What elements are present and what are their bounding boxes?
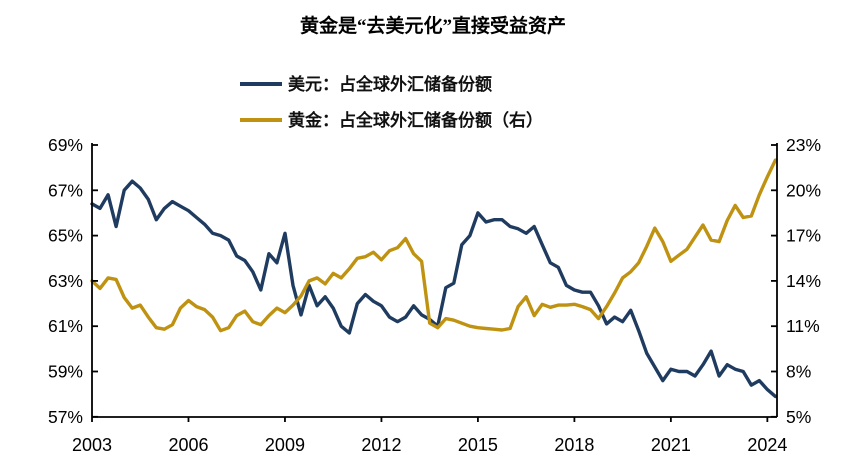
legend: 美元：占全球外汇储备份额 黄金：占全球外汇储备份额（右） <box>240 74 543 130</box>
x-axis-tick-label: 2024 <box>747 435 787 455</box>
x-axis-labels: 2003 2006 2009 2012 2015 2018 2021 2024 <box>72 435 787 455</box>
left-axis-tick-label: 65% <box>48 226 83 246</box>
legend-label-gold: 黄金：占全球外汇储备份额（右） <box>288 110 543 130</box>
left-axis-tick-label: 63% <box>48 271 83 291</box>
x-axis-tick-label: 2003 <box>72 435 112 455</box>
x-axis-tick-label: 2012 <box>361 435 401 455</box>
x-axis-tick-label: 2015 <box>458 435 498 455</box>
x-axis-tick-label: 2009 <box>265 435 305 455</box>
left-axis-tick-label: 67% <box>48 180 83 200</box>
x-axis-tick-label: 2006 <box>168 435 208 455</box>
left-axis-labels: 69% 67% 65% 63% 61% 59% 57% <box>48 135 83 427</box>
x-axis-tick-label: 2021 <box>651 435 691 455</box>
chart-title: 黄金是“去美元化”直接受益资产 <box>300 14 566 37</box>
right-axis-tick-label: 17% <box>786 226 821 246</box>
right-axis-tick-label: 20% <box>786 180 821 200</box>
gold-share-line <box>90 158 778 333</box>
plot-area: 69% 67% 65% 63% 61% 59% 57% 23% 20% 17% 14% 11% 8% 5… <box>48 135 821 455</box>
usd-share-line <box>90 179 778 399</box>
left-axis-tick-label: 61% <box>48 316 83 336</box>
legend-label-usd: 美元：占全球外汇储备份额 <box>288 74 492 94</box>
right-axis-tick-label: 8% <box>786 362 811 382</box>
series-lines <box>90 158 778 399</box>
axes <box>91 143 778 422</box>
right-axis-tick-label: 14% <box>786 271 821 291</box>
right-axis-tick-label: 11% <box>786 316 820 336</box>
left-axis-tick-label: 69% <box>48 135 83 155</box>
right-axis-tick-label: 5% <box>786 407 811 427</box>
left-axis-tick-label: 57% <box>48 407 83 427</box>
right-axis-labels: 23% 20% 17% 14% 11% 8% 5% <box>786 135 821 427</box>
left-axis-tick-label: 59% <box>48 362 83 382</box>
right-axis-tick-label: 23% <box>786 135 821 155</box>
x-axis-tick-label: 2018 <box>554 435 594 455</box>
